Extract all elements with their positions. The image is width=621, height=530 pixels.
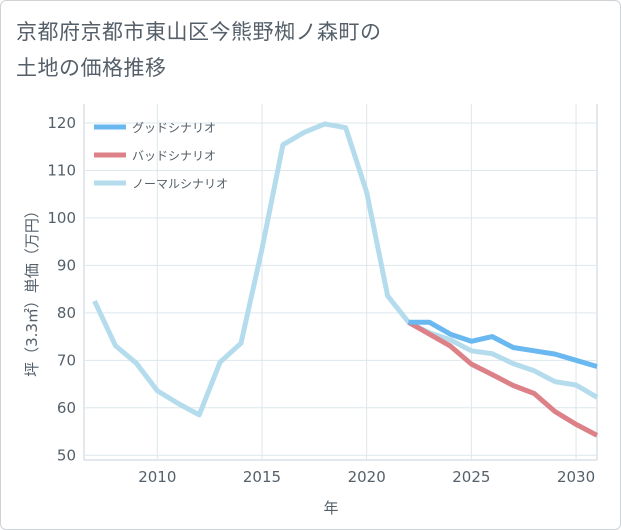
x-tick-label: 2025 xyxy=(452,468,490,486)
x-tick-label: 2010 xyxy=(138,468,176,486)
y-tick-label: 60 xyxy=(57,399,76,417)
series-line-3 xyxy=(92,121,599,418)
series-line-2 xyxy=(407,320,599,438)
legend-label-3: ノーマルシナリオ xyxy=(132,177,228,191)
x-axis-label: 年 xyxy=(323,499,338,517)
y-tick-label: 80 xyxy=(57,304,76,322)
x-tick-label: 2020 xyxy=(348,468,386,486)
y-tick-label: 100 xyxy=(47,209,76,227)
y-axis-label: 坪（3.3㎡）単価（万円） xyxy=(23,203,41,377)
x-tick-label: 2015 xyxy=(243,468,281,486)
chart-title: 京都府京都市東山区今熊野椥ノ森町の 土地の価格推移 xyxy=(16,14,576,86)
y-tick-label: 70 xyxy=(57,351,76,369)
grid-lines xyxy=(83,104,598,461)
series-line-1 xyxy=(408,319,598,369)
y-tick-label: 120 xyxy=(47,114,76,132)
y-tick-label: 50 xyxy=(57,446,76,464)
chart-title-line-2: 土地の価格推移 xyxy=(16,56,167,80)
y-tick-label: 110 xyxy=(47,161,76,179)
series-lines xyxy=(92,121,599,438)
legend-label-1: グッドシナリオ xyxy=(132,121,216,135)
y-tick-labels: 50 60 70 80 90 100 110 120 xyxy=(47,114,76,464)
legend-label-2: バッドシナリオ xyxy=(132,149,216,163)
chart-title-line-1: 京都府京都市東山区今熊野椥ノ森町の xyxy=(16,20,382,44)
y-tick-label: 90 xyxy=(57,256,76,274)
x-tick-label: 2030 xyxy=(557,468,595,486)
x-tick-labels: 2010 2015 2020 2025 2030 xyxy=(138,468,595,486)
